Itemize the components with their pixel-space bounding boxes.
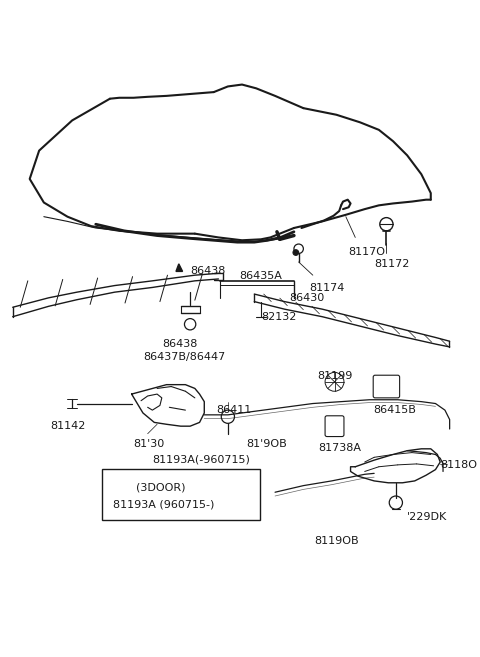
Text: 86437B/86447: 86437B/86447 [143, 351, 225, 361]
Text: 86411: 86411 [216, 405, 252, 415]
Polygon shape [176, 264, 182, 271]
Text: 86430: 86430 [289, 293, 324, 303]
Text: 82132: 82132 [261, 312, 296, 322]
FancyBboxPatch shape [373, 375, 400, 398]
Text: 81199: 81199 [318, 371, 353, 382]
Text: 86435A: 86435A [239, 271, 282, 281]
Text: 81738A: 81738A [318, 443, 361, 453]
Text: 86438: 86438 [162, 340, 197, 350]
Text: 81172: 81172 [374, 259, 409, 269]
Text: '229DK: '229DK [407, 512, 447, 522]
Text: 8119OB: 8119OB [315, 535, 360, 546]
FancyBboxPatch shape [102, 468, 260, 520]
FancyBboxPatch shape [325, 416, 344, 436]
Text: 86438: 86438 [190, 265, 226, 276]
Text: 81174: 81174 [309, 283, 345, 293]
Text: 81142: 81142 [50, 420, 86, 430]
Circle shape [293, 250, 299, 256]
Text: 8117O: 8117O [348, 247, 385, 257]
Text: 81'9OB: 81'9OB [247, 440, 288, 449]
Text: 81'30: 81'30 [133, 440, 165, 449]
Text: 81193A (960715-): 81193A (960715-) [113, 500, 214, 510]
Text: 8118O: 8118O [440, 460, 477, 470]
Text: 81193A(-960715): 81193A(-960715) [152, 455, 250, 464]
Text: 86415B: 86415B [373, 405, 416, 415]
Text: (3DOOR): (3DOOR) [136, 483, 186, 493]
